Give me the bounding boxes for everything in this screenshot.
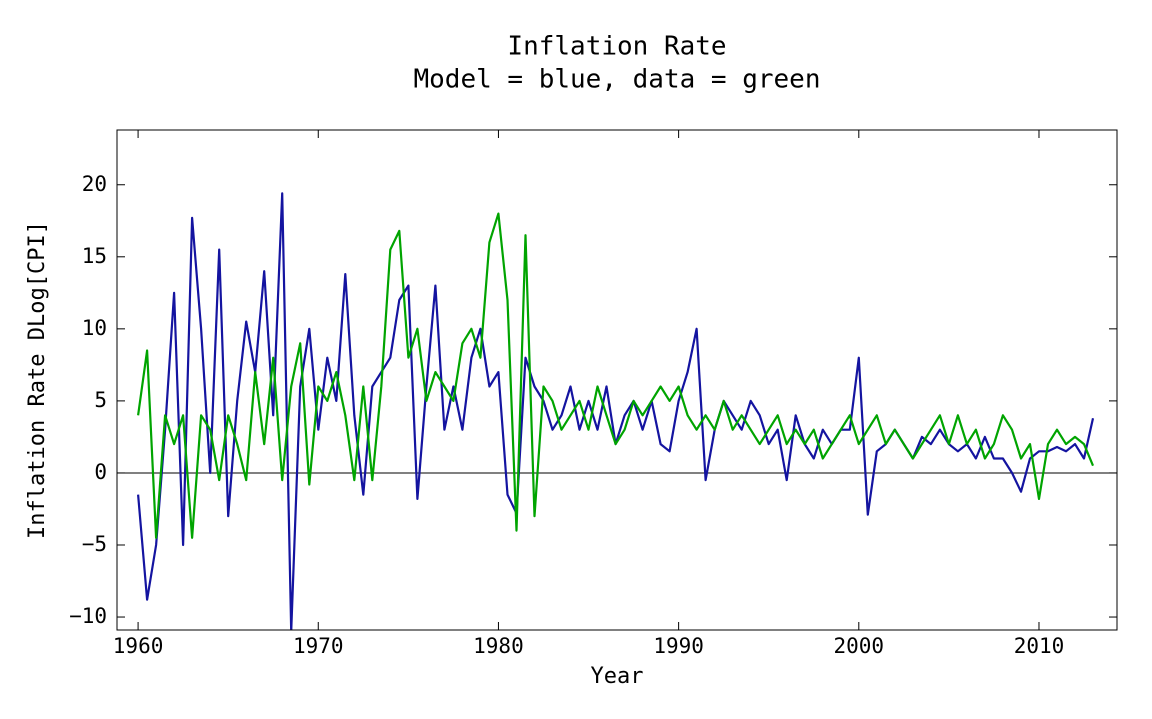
- plot-frame: [116, 129, 1118, 631]
- x-tick-label: 1990: [653, 634, 704, 658]
- chart-title: Inflation Rate: [507, 32, 726, 62]
- x-tick-label: 1980: [473, 634, 524, 658]
- y-tick-label: −10: [69, 604, 107, 628]
- y-axis-label: Inflation Rate DLog[CPI]: [25, 221, 50, 539]
- series-line: [137, 212, 1095, 539]
- y-tick-label: 10: [82, 316, 107, 340]
- y-tick-label: 5: [94, 388, 107, 412]
- x-tick-label: 1960: [113, 634, 164, 658]
- chart-subtitle: Model = blue, data = green: [414, 65, 821, 95]
- x-axis-label: Year: [591, 664, 644, 689]
- y-tick-label: 15: [82, 244, 107, 268]
- x-tick-label: 2000: [834, 634, 885, 658]
- y-tick-label: 0: [94, 460, 107, 484]
- x-tick-label: 2010: [1014, 634, 1065, 658]
- x-tick-label: 1970: [293, 634, 344, 658]
- y-tick-label: 20: [82, 172, 107, 196]
- y-tick-label: −5: [82, 532, 107, 556]
